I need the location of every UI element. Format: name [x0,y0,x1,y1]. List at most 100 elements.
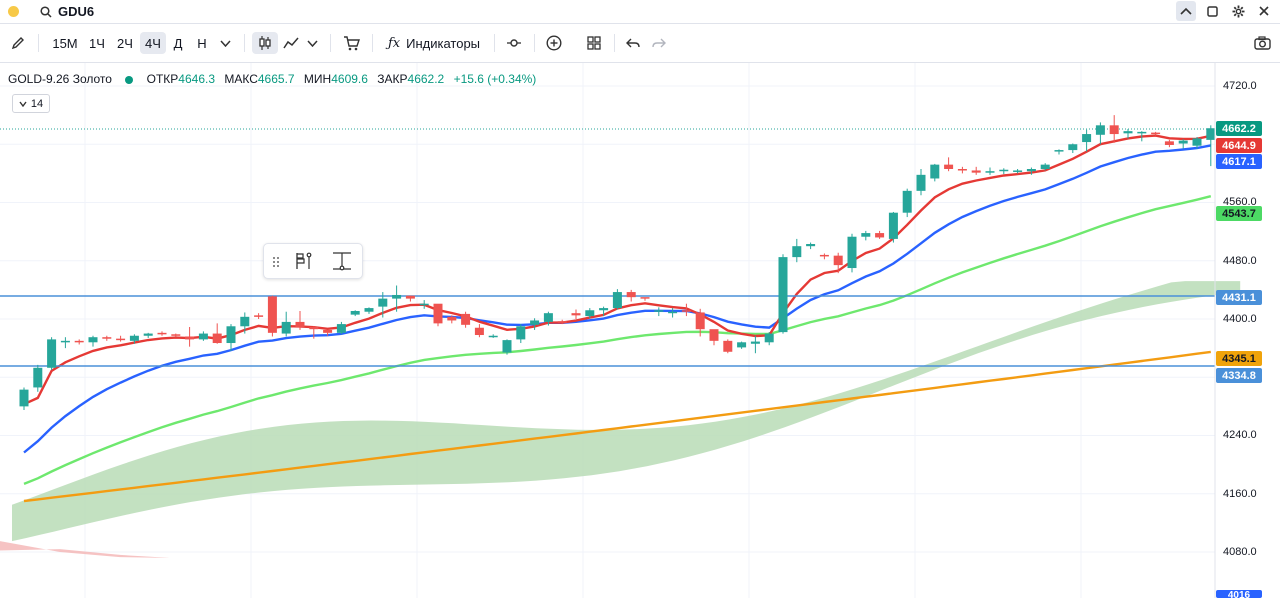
redo-icon[interactable] [648,32,670,54]
settings-icon[interactable] [1228,1,1248,21]
ema-mid-line [23,144,1212,454]
chevron-down-icon[interactable] [302,32,322,54]
price-tick: 4080.0 [1223,546,1257,558]
ema-long-line [23,350,1211,503]
candle-body [695,312,705,330]
interval-15m[interactable]: 15М [52,35,78,51]
candle-body [1151,132,1161,135]
candle-body [1026,169,1036,172]
candle-body [681,310,691,312]
maximize-icon[interactable] [1202,1,1222,21]
candle-body [778,257,788,333]
price-tick: 4160.0 [1223,488,1257,500]
ema-long-tag: 4345.1 [1216,351,1262,366]
drag-handle-icon[interactable] [272,255,280,273]
candle-body [198,333,208,340]
candle-body [60,340,70,343]
candle-body [419,303,429,306]
close-value: 4662.2 [407,72,445,86]
candle-body [171,334,181,336]
candle-body [212,333,222,344]
change-value: +15.6 (+0.34%) [453,72,537,86]
high-label: МАКС [224,72,258,86]
candle-body [557,321,567,323]
compare-icon[interactable] [502,32,526,54]
measure-range-icon[interactable] [331,251,353,276]
candle-body [461,313,471,325]
candle-body [433,303,443,324]
candle-body [654,310,664,312]
ema-slow-line [23,195,1212,486]
candle-body [74,340,84,343]
close-icon[interactable] [1254,1,1274,21]
period-selector[interactable]: 14 [12,94,50,113]
ema-fast-line [23,134,1212,406]
candle-body [1082,134,1092,143]
undo-icon[interactable] [622,32,644,54]
candle-body [157,332,167,335]
candle-body [281,321,291,334]
bottom-axis-tag: 4016 [1216,590,1262,598]
candle-body [626,292,636,298]
interval-2h[interactable]: 2Ч [117,35,133,51]
candle-body [1095,125,1105,135]
candle-body [888,212,898,239]
close-label: ЗАКР [377,72,408,86]
horizontal-line-upper-tag: 4431.1 [1216,290,1262,305]
chevron-down-icon[interactable] [214,32,236,54]
symbol-name[interactable]: GDU6 [58,4,95,19]
open-label: ОТКР [146,72,179,86]
price-tick: 4400.0 [1223,313,1257,325]
candle-body [1068,144,1078,151]
candle-body [543,313,553,322]
candle-body [47,339,57,368]
chevron-down-icon [19,101,27,107]
line-chart-icon[interactable] [280,32,302,54]
candle-body [116,338,126,341]
candles [19,115,1216,411]
instrument-name[interactable]: GOLD-9.26 Золото [8,72,112,86]
pencil-icon[interactable] [6,32,30,54]
indicators-button[interactable]: ƒx Индикаторы [382,32,486,54]
horizontal-line-lower-tag: 4334.8 [1216,368,1262,383]
low-label: МИН [303,72,332,86]
price-chart[interactable] [0,63,1280,598]
last-price-tag: 4662.2 [1216,121,1262,136]
candle-body [723,340,733,352]
candle-body [1164,141,1174,145]
interval-1h[interactable]: 1Ч [89,35,105,51]
candle-body [819,254,829,257]
candle-body [33,367,43,388]
candle-body [392,294,402,299]
interval-4h[interactable]: 4Ч [140,32,166,54]
candle-body [640,297,650,299]
connection-status-dot [8,6,19,17]
add-icon[interactable] [542,32,566,54]
candle-body [1123,131,1133,134]
candle-body [530,320,540,325]
search-icon[interactable] [40,5,52,23]
layout-grid-icon[interactable] [582,32,606,54]
flag-marker-icon[interactable] [292,251,312,276]
price-tick: 4240.0 [1223,429,1257,441]
candle-body [1206,128,1216,140]
interval-day[interactable]: Д [173,35,183,51]
cart-icon[interactable] [338,32,364,54]
candle-body [226,326,236,344]
candle-body [1137,131,1147,134]
candle-body [847,236,857,269]
candle-body [309,327,319,330]
interval-week[interactable]: Н [197,35,207,51]
chevron-up-icon[interactable] [1176,1,1196,21]
ichimoku-cloud [12,281,1241,542]
candle-body [861,233,871,237]
candles-icon[interactable] [252,32,278,54]
candle-body [612,292,622,309]
candle-body [1054,150,1064,152]
candle-body [364,308,374,312]
camera-icon[interactable] [1250,32,1274,54]
open-value: 4646.3 [178,72,215,86]
candle-body [750,341,760,344]
candle-body [1192,138,1202,146]
candle-body [764,333,774,343]
